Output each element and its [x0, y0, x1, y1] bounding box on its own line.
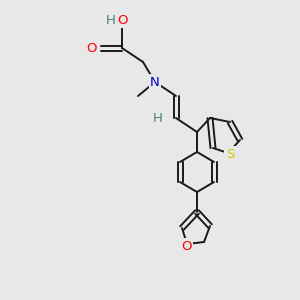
Text: N: N: [150, 76, 160, 88]
Text: H: H: [106, 14, 116, 26]
Text: O: O: [86, 41, 97, 55]
Text: S: S: [226, 148, 234, 160]
Text: O: O: [181, 239, 191, 253]
Text: O: O: [117, 14, 127, 26]
Text: H: H: [153, 112, 163, 124]
